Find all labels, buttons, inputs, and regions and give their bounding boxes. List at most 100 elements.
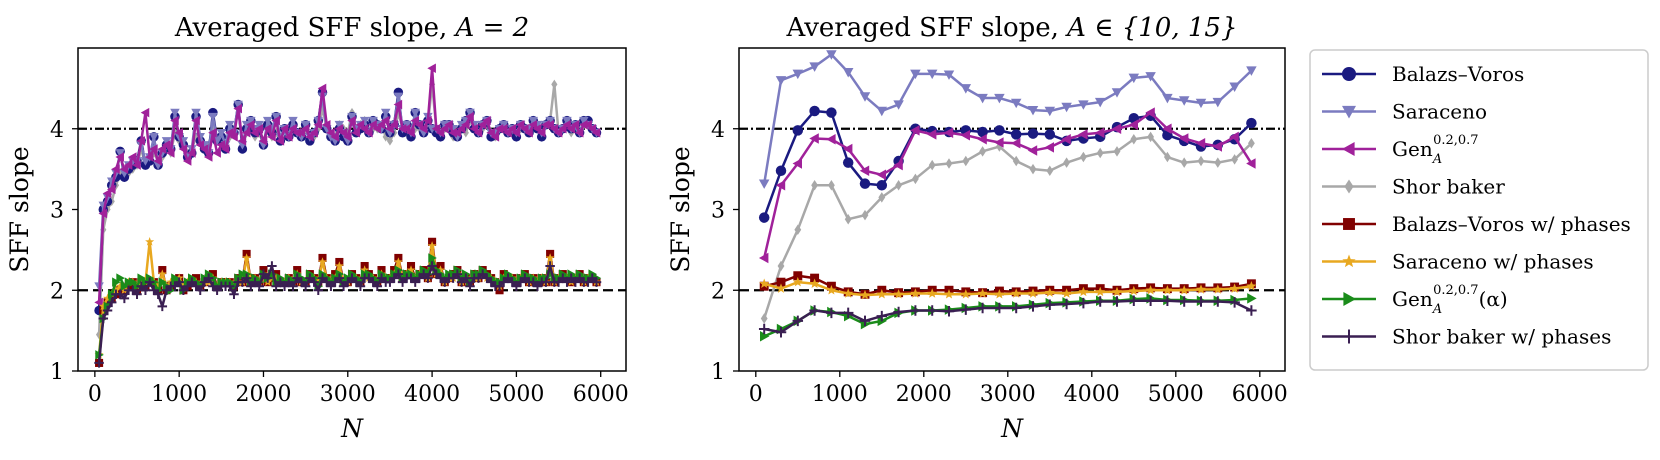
- y-tick-label: 2: [711, 279, 725, 304]
- data-point: [225, 120, 235, 130]
- data-point: [1113, 146, 1121, 157]
- data-point: [1078, 297, 1089, 309]
- data-point: [132, 160, 141, 170]
- data-point: [267, 261, 277, 271]
- data-point: [267, 132, 276, 142]
- data-point: [402, 120, 412, 130]
- data-point: [1145, 295, 1156, 306]
- data-point: [1162, 285, 1173, 295]
- data-point: [309, 128, 318, 138]
- y-axis-label: SFF slope: [666, 146, 695, 272]
- data-point: [334, 273, 345, 283]
- legend-marker: [1342, 329, 1356, 344]
- data-point: [376, 119, 386, 130]
- data-point: [1094, 97, 1106, 108]
- data-point: [532, 124, 542, 134]
- data-point: [334, 124, 344, 134]
- legend-marker: [1343, 218, 1355, 230]
- y-tick-label: 3: [50, 199, 64, 224]
- data-point: [776, 277, 786, 287]
- data-point: [1145, 72, 1156, 82]
- data-point: [842, 307, 854, 319]
- data-point: [412, 124, 419, 134]
- legend-entry-7: GenA 0.2,0.7(α): [1322, 283, 1508, 317]
- data-point: [1094, 296, 1106, 307]
- legend-label: Shor baker w/ phases: [1392, 325, 1611, 349]
- data-point: [1010, 302, 1022, 314]
- data-point: [827, 180, 835, 191]
- data-point: [943, 127, 954, 139]
- data-point: [334, 120, 345, 130]
- data-point: [842, 157, 854, 168]
- legend-entry-4: Shor baker: [1322, 175, 1505, 199]
- data-point: [944, 289, 954, 299]
- data-point: [809, 133, 819, 144]
- data-point: [203, 273, 214, 283]
- series-6: [95, 253, 602, 360]
- data-point: [199, 144, 209, 154]
- legend-label-suffix: (α): [1479, 287, 1508, 311]
- data-point: [876, 180, 888, 191]
- data-point: [321, 119, 331, 130]
- data-point: [977, 93, 988, 104]
- data-point: [456, 124, 466, 134]
- data-point: [893, 306, 904, 318]
- data-point: [962, 155, 970, 167]
- x-tick-label: 2000: [235, 382, 291, 407]
- data-point: [300, 120, 311, 130]
- data-point: [910, 125, 920, 136]
- data-point: [469, 124, 479, 134]
- data-point: [288, 124, 297, 134]
- data-point: [1178, 133, 1189, 144]
- data-point: [115, 152, 124, 162]
- legend-entry-2: Saraceno: [1322, 100, 1487, 124]
- data-point: [477, 119, 487, 130]
- data-point: [144, 152, 154, 162]
- data-point: [515, 119, 525, 130]
- data-point: [910, 69, 921, 80]
- series-2: [758, 107, 1256, 264]
- data-point: [343, 132, 352, 142]
- chart-panel-1: 0 1000 2000 3000 4000 5000 6000 1 2 3 4 N SFF slope A…: [5, 13, 629, 443]
- data-point: [334, 261, 344, 270]
- data-point: [178, 144, 188, 154]
- data-point: [1162, 93, 1173, 104]
- chart-title: Averaged SFF slope, A ∈ {10, 15}: [785, 13, 1237, 43]
- series-line: [762, 53, 1253, 184]
- data-point: [1246, 117, 1257, 129]
- data-point: [1128, 119, 1138, 130]
- legend-label-text: Saraceno: [1392, 100, 1487, 124]
- data-point: [1162, 123, 1172, 134]
- legend-label-text: Shor baker: [1392, 175, 1505, 199]
- data-point: [1111, 88, 1123, 98]
- data-point: [859, 165, 870, 176]
- data-point: [431, 124, 441, 134]
- data-point: [777, 260, 785, 272]
- data-point: [536, 128, 546, 138]
- x-tick-label: 1000: [812, 382, 868, 407]
- series-1: [758, 50, 1257, 189]
- data-point: [562, 116, 572, 126]
- data-point: [1027, 301, 1039, 312]
- data-point: [977, 288, 988, 298]
- data-point: [551, 79, 558, 90]
- data-point: [809, 62, 820, 72]
- legend-label: Balazs–Voros: [1392, 62, 1524, 86]
- x-tick-label: 6000: [1232, 382, 1288, 407]
- data-point: [1046, 165, 1054, 176]
- data-point: [170, 115, 179, 126]
- data-point: [1163, 151, 1171, 163]
- data-point: [486, 128, 495, 138]
- data-point: [1145, 285, 1156, 295]
- data-point: [945, 158, 953, 169]
- data-point: [140, 107, 150, 118]
- data-point: [760, 331, 770, 342]
- data-point: [372, 281, 383, 291]
- x-tick-label: 1000: [151, 382, 207, 407]
- y-tick-label: 1: [711, 360, 725, 385]
- data-point: [591, 277, 602, 287]
- data-point: [792, 125, 804, 136]
- data-point: [1095, 286, 1106, 297]
- legend-label-text: Gen: [1392, 287, 1433, 311]
- data-point: [347, 115, 356, 126]
